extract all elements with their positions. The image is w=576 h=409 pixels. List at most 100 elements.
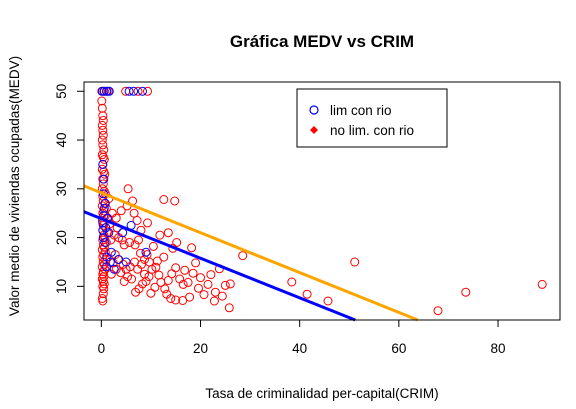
data-point-no-lim-con-rio (461, 287, 471, 297)
data-point-no-lim-con-rio (116, 206, 126, 216)
data-point-no-lim-con-rio (154, 270, 164, 280)
x-tick-label: 80 (491, 341, 506, 356)
data-point-no-lim-con-rio (125, 238, 135, 247)
data-point-no-lim-con-rio (140, 269, 149, 279)
data-point-no-lim-con-rio (160, 284, 170, 294)
data-point-no-lim-con-rio (130, 240, 140, 250)
data-point-no-lim-con-rio (97, 103, 107, 113)
data-point-no-lim-con-rio (350, 257, 360, 267)
data-point-no-lim-con-rio (137, 259, 146, 269)
data-point-lim-con-rio (104, 86, 114, 96)
legend-marker-no-lim-con-rio (310, 126, 318, 134)
data-point-no-lim-con-rio (209, 296, 219, 306)
data-point-no-lim-con-rio (148, 241, 158, 251)
y-tick-label: 30 (54, 181, 69, 196)
data-point-no-lim-con-rio (131, 287, 141, 297)
data-point-no-lim-con-rio (167, 269, 177, 279)
data-point-no-lim-con-rio (155, 230, 165, 240)
data-point-lim-con-rio (100, 198, 110, 208)
legend-label-lim-con-rio: lim con rio (330, 103, 392, 118)
data-point-no-lim-con-rio (123, 184, 133, 194)
data-point-lim-con-rio (99, 86, 109, 96)
data-point-no-lim-con-rio (159, 252, 169, 262)
data-point-no-lim-con-rio (180, 265, 190, 275)
data-point-no-lim-con-rio (210, 287, 220, 297)
data-point-no-lim-con-rio (183, 277, 193, 287)
data-point-no-lim-con-rio (99, 242, 109, 252)
x-axis-title: Tasa de criminalidad per-capital(CRIM) (205, 386, 438, 401)
data-point-no-lim-con-rio (129, 208, 139, 218)
data-point-no-lim-con-rio (133, 86, 143, 96)
data-point-no-lim-con-rio (136, 248, 145, 258)
regression-lines (83, 184, 419, 322)
data-point-no-lim-con-rio (185, 292, 195, 302)
data-point-no-lim-con-rio (98, 125, 108, 135)
data-point-no-lim-con-rio (159, 195, 169, 204)
data-point-no-lim-con-rio (109, 230, 119, 240)
data-point-no-lim-con-rio (225, 279, 235, 289)
data-point-no-lim-con-rio (194, 283, 203, 293)
data-point-no-lim-con-rio (171, 263, 181, 273)
data-point-no-lim-con-rio (99, 284, 109, 294)
y-tick-label: 50 (54, 84, 69, 99)
legend-box (296, 88, 448, 148)
data-point-no-lim-con-rio (150, 282, 160, 292)
data-point-lim-con-rio (99, 203, 109, 213)
data-point-lim-con-rio (129, 86, 139, 96)
data-point-no-lim-con-rio (97, 262, 107, 272)
data-point-no-lim-con-rio (98, 140, 108, 150)
data-point-no-lim-con-rio (97, 135, 107, 145)
data-point-lim-con-rio (98, 159, 108, 169)
y-tick-label: 40 (54, 133, 69, 148)
data-point-no-lim-con-rio (171, 295, 181, 305)
data-point-lim-con-rio (106, 247, 116, 257)
data-point-no-lim-con-rio (98, 289, 108, 299)
data-point-no-lim-con-rio (99, 145, 109, 155)
data-point-no-lim-con-rio (143, 218, 152, 228)
x-tick-label: 60 (391, 341, 406, 356)
data-point-no-lim-con-rio (97, 164, 107, 174)
data-point-no-lim-con-rio (111, 213, 121, 223)
data-point-no-lim-con-rio (178, 279, 188, 289)
data-point-lim-con-rio (100, 238, 110, 247)
y-axis: 10 20 30 40 50 (54, 84, 85, 294)
data-point-no-lim-con-rio (537, 279, 547, 289)
data-point-lim-con-rio (138, 86, 147, 96)
data-point-no-lim-con-rio (100, 169, 110, 179)
y-tick-label: 10 (54, 279, 69, 294)
data-point-no-lim-con-rio (100, 247, 110, 257)
data-point-lim-con-rio (99, 174, 109, 184)
regression-line-blue (83, 210, 356, 322)
data-point-lim-con-rio (104, 228, 114, 238)
data-point-no-lim-con-rio (170, 196, 180, 206)
data-point-lim-con-rio (121, 257, 131, 267)
data-point-no-lim-con-rio (323, 296, 333, 306)
data-point-no-lim-con-rio (134, 235, 143, 245)
data-point-lim-con-rio (98, 233, 108, 243)
data-point-no-lim-con-rio (217, 291, 227, 301)
y-axis-title: Valor medio de viviendas ocupadas(MEDV) (7, 56, 22, 316)
x-tick-label: 40 (292, 341, 307, 356)
data-point-no-lim-con-rio (99, 279, 109, 289)
data-point-no-lim-con-rio (99, 155, 109, 164)
legend-marker-lim-con-rio (309, 105, 319, 115)
data-point-no-lim-con-rio (98, 296, 108, 306)
y-tick-label: 20 (54, 230, 69, 245)
data-point-lim-con-rio (109, 264, 119, 274)
data-point-no-lim-con-rio (287, 277, 297, 287)
data-point-no-lim-con-rio (98, 179, 108, 189)
data-point-no-lim-con-rio (97, 96, 107, 106)
data-point-no-lim-con-rio (203, 279, 213, 289)
data-point-no-lim-con-rio (224, 303, 234, 313)
regression-line-orange (83, 184, 419, 322)
chart-title: Gráfica MEDV vs CRIM (230, 32, 414, 51)
data-point-no-lim-con-rio (196, 273, 205, 283)
data-point-no-lim-con-rio (163, 228, 173, 238)
data-point-no-lim-con-rio (187, 243, 197, 253)
data-point-no-lim-con-rio (134, 284, 144, 294)
data-point-lim-con-rio (101, 223, 111, 233)
data-point-lim-con-rio (102, 86, 112, 96)
x-axis: 0 20 40 60 80 (98, 319, 506, 356)
data-point-no-lim-con-rio (146, 288, 156, 298)
